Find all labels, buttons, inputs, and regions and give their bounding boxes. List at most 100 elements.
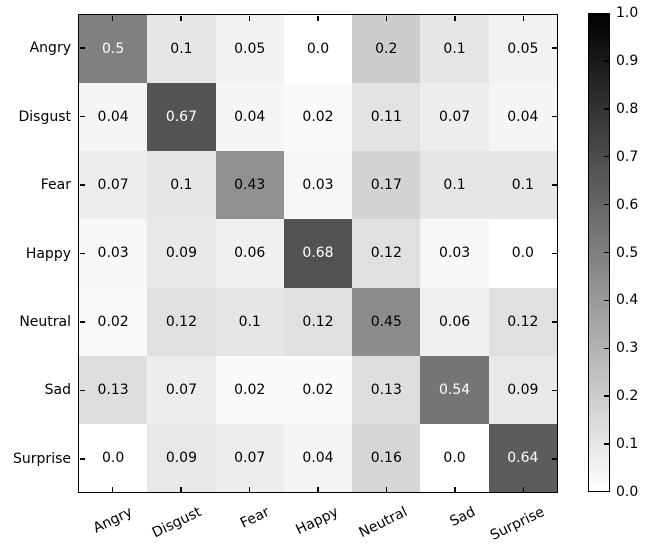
colorbar-tick-label: 0.1 (616, 436, 639, 453)
matrix-cell: 0.12 (488, 287, 557, 356)
cell-value: 0.1 (238, 313, 261, 330)
matrix-cell: 0.11 (352, 83, 421, 152)
colorbar-tick-label: 0.3 (616, 340, 639, 357)
colorbar-tick-mark (603, 60, 609, 62)
matrix-cell: 0.09 (147, 219, 216, 288)
cell-value: 0.68 (302, 245, 334, 262)
cell-value: 0.07 (165, 381, 197, 398)
tick-mark (551, 321, 557, 323)
tick-mark (551, 115, 557, 118)
matrix-cell: 0.17 (352, 151, 421, 220)
matrix-cell: 0.07 (215, 423, 284, 492)
matrix-cell: 0.09 (147, 423, 216, 492)
tick-mark (79, 389, 85, 392)
matrix-cell: 0.07 (420, 83, 489, 152)
cell-value: 0.17 (370, 177, 402, 194)
y-tick-label: Disgust (18, 108, 71, 125)
matrix-cell: 0.1 (147, 151, 216, 220)
matrix-cell: 0.67 (147, 83, 216, 152)
tick-mark (385, 486, 388, 492)
matrix-cell: 0.1 (215, 287, 284, 356)
cell-value: 0.12 (302, 313, 334, 330)
matrix-cell: 0.12 (352, 219, 421, 288)
matrix-cell: 0.1 (420, 15, 489, 84)
tick-mark (79, 115, 85, 118)
matrix-cell: 0.0 (420, 423, 489, 492)
matrix-cell: 0.04 (283, 423, 353, 492)
cell-value: 0.16 (370, 449, 402, 466)
cell-value: 0.02 (234, 381, 266, 398)
matrix-cell: 0.13 (79, 355, 148, 424)
tick-mark (317, 15, 319, 21)
cell-value: 0.12 (370, 245, 402, 262)
colorbar (588, 13, 610, 492)
matrix-cell: 0.16 (352, 423, 421, 492)
cell-value: 0.0 (511, 245, 534, 262)
x-tick-label: Angry (91, 504, 136, 537)
matrix-cell: 0.05 (488, 15, 557, 84)
matrix-cell: 0.03 (283, 151, 353, 220)
tick-mark (385, 15, 388, 21)
tick-mark (551, 184, 557, 186)
y-tick-label: Sad (44, 382, 71, 399)
matrix-cell: 0.13 (352, 355, 421, 424)
colorbar-tick-label: 0.0 (616, 484, 639, 500)
cell-value: 0.02 (97, 313, 129, 330)
tick-mark (454, 486, 456, 492)
tick-mark (248, 15, 251, 21)
tick-mark (79, 252, 85, 255)
tick-mark (551, 389, 557, 392)
tick-mark (551, 47, 557, 49)
colorbar-tick-mark (603, 203, 609, 206)
matrix-cell: 0.5 (79, 15, 148, 84)
cell-value: 0.05 (507, 41, 539, 58)
cell-value: 0.1 (511, 177, 534, 194)
matrix-cell: 0.03 (420, 219, 489, 288)
cell-value: 0.03 (97, 245, 129, 262)
colorbar-tick-mark (603, 395, 609, 397)
matrix-cell: 0.45 (352, 287, 421, 356)
tick-mark (180, 486, 182, 492)
cell-value: 0.12 (507, 313, 539, 330)
heatmap-axes: 0.5 0.1 0.05 0.0 0.2 0.1 0.05 0.04 0.67 0.04 0.02 0… (78, 14, 558, 493)
matrix-cell: 0.07 (79, 151, 148, 220)
cell-value: 0.07 (234, 449, 266, 466)
matrix-cell: 0.43 (215, 151, 284, 220)
y-tick-label: Neutral (19, 313, 71, 330)
colorbar-tick-label: 0.5 (616, 244, 639, 261)
cell-value: 0.04 (97, 109, 129, 126)
matrix-cell: 0.02 (215, 355, 284, 424)
cell-value: 0.03 (438, 245, 471, 262)
cell-value: 0.1 (443, 41, 466, 58)
tick-mark (522, 15, 525, 21)
cell-value: 0.05 (234, 41, 266, 58)
cell-value: 0.1 (170, 41, 193, 58)
tick-mark (79, 47, 85, 49)
tick-mark (522, 486, 525, 492)
cell-value: 0.45 (370, 313, 402, 330)
colorbar-tick-label: 0.9 (616, 52, 639, 69)
cell-value: 0.13 (97, 381, 129, 398)
cell-value: 0.43 (234, 177, 266, 194)
tick-mark (551, 252, 557, 255)
matrix-cell: 0.1 (488, 151, 557, 220)
tick-mark (79, 184, 85, 186)
y-tick-label: Surprise (13, 450, 71, 467)
cell-value: 0.07 (97, 177, 129, 194)
cell-value: 0.64 (507, 449, 539, 466)
matrix-cell: 0.68 (283, 219, 353, 288)
cell-value: 0.04 (507, 109, 539, 126)
matrix-cell: 0.64 (488, 423, 557, 492)
cell-value: 0.06 (234, 245, 266, 262)
matrix-cell: 0.06 (420, 287, 489, 356)
matrix-cell: 0.12 (147, 287, 216, 356)
cell-value: 0.54 (438, 381, 471, 398)
colorbar-tick-mark (603, 443, 609, 445)
matrix-cell: 0.0 (488, 219, 557, 288)
matrix-cell: 0.1 (147, 15, 216, 84)
matrix-cell: 0.1 (420, 151, 489, 220)
cell-value: 0.1 (170, 177, 193, 194)
cell-value: 0.11 (370, 109, 402, 126)
cell-value: 0.09 (507, 381, 539, 398)
